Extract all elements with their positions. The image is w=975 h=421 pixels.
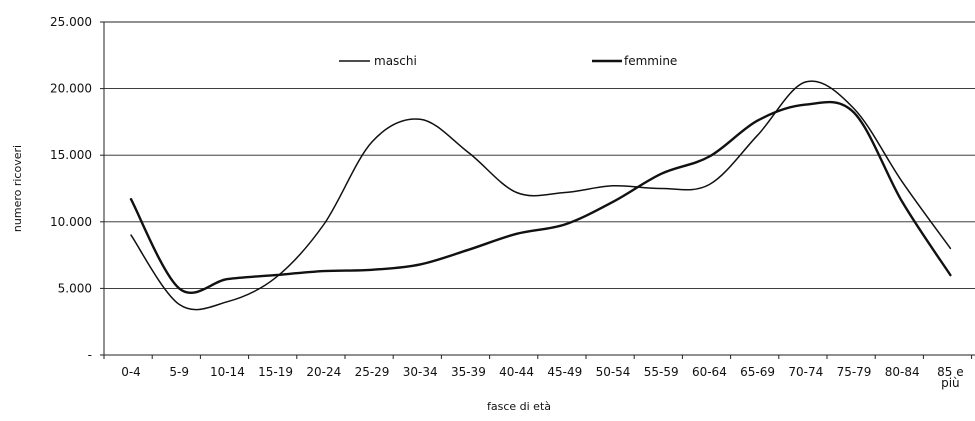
legend-label-maschi: maschi [374,54,417,68]
legend: maschi femmine [339,54,677,68]
x-tick-label: 0-4 [121,365,141,379]
y-tick-label: 5.000 [58,281,92,295]
x-tick-label: 80-84 [885,365,920,379]
series-lines [131,81,950,310]
x-tick-label: 25-29 [355,365,390,379]
x-tick-label: 30-34 [403,365,438,379]
x-tick-label: 35-39 [451,365,486,379]
y-tick-labels: - 5.000 10.000 15.000 20.000 25.000 [50,15,92,362]
series-line-femmine [131,102,950,293]
x-tick-labels: 0-4 5-9 10-14 15-19 20-24 25-29 30-34 35-39 40-4… [121,365,963,390]
x-tick-label: 20-24 [306,365,341,379]
x-tick-label: 45-49 [547,365,582,379]
legend-label-femmine: femmine [624,54,677,68]
y-tick-label: - [88,348,92,362]
y-tick-label: 25.000 [50,15,92,29]
x-tick-label: 70-74 [788,365,823,379]
x-tick-label: 65-69 [740,365,775,379]
x-axis-title: fasce di età [487,400,551,413]
x-tick-label: 15-19 [258,365,293,379]
x-tick-label: 5-9 [169,365,189,379]
x-tick-label: 50-54 [596,365,631,379]
gridlines [100,22,975,355]
y-axis-title: numero ricoveri [11,145,24,232]
x-tick-label: 60-64 [692,365,727,379]
x-tick-label: 75-79 [837,365,872,379]
x-tick-label: 55-59 [644,365,679,379]
axes [104,22,975,359]
y-tick-label: 15.000 [50,148,92,162]
y-tick-label: 10.000 [50,215,92,229]
x-tick-label: 10-14 [210,365,245,379]
series-line-maschi [131,81,950,310]
x-tick-label: 40-44 [499,365,534,379]
y-tick-label: 20.000 [50,82,92,96]
